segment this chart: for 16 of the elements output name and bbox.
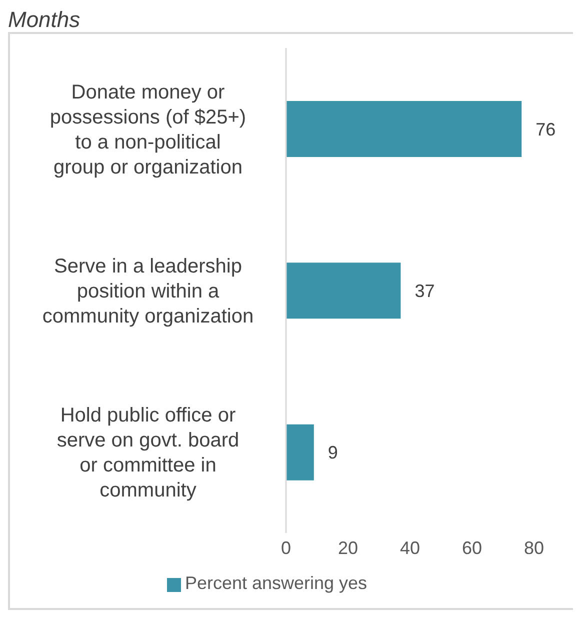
legend-label: Percent answering yes	[184, 573, 368, 593]
data-label: 76	[536, 119, 556, 140]
x-tick-label: 60	[462, 538, 482, 558]
y-tick-label: Donate money or possessions (of $25+) to a non-political group or organization	[50, 81, 246, 178]
bar	[286, 101, 522, 157]
x-tick-label: 20	[338, 538, 358, 558]
text: Months	[8, 7, 82, 32]
x-tick-label: 80	[524, 538, 544, 558]
data-label: 37	[414, 281, 435, 302]
bar	[286, 262, 401, 319]
x-tick-label: 40	[400, 538, 420, 558]
y-tick-label: Serve in a leadership position within a community organization	[42, 256, 254, 328]
x-tick-label: 0	[280, 538, 292, 558]
bar	[286, 424, 314, 480]
data-label: 9	[328, 442, 338, 463]
y-tick-label: Hold public office or serve on govt. board or committee in community	[56, 404, 240, 502]
